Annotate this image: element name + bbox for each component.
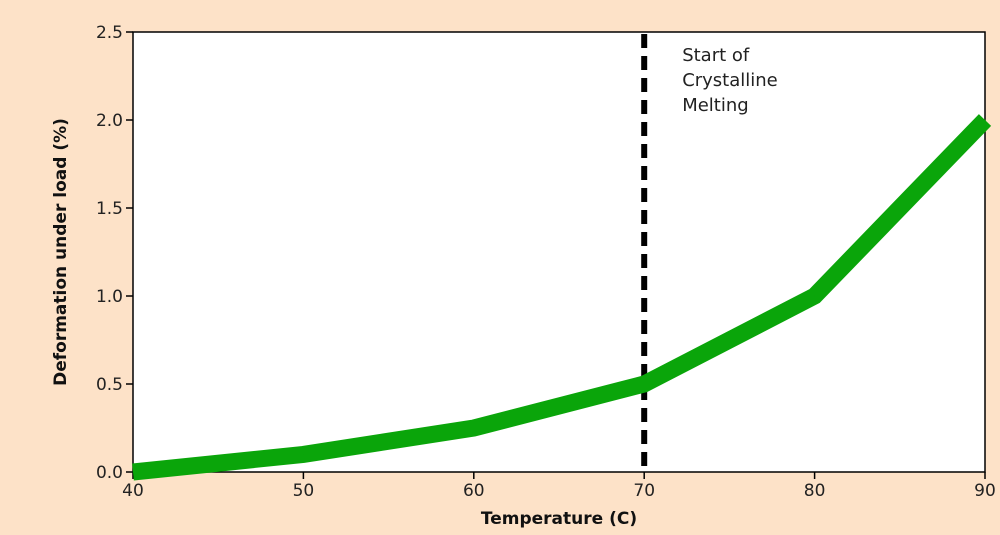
data-point (984, 119, 986, 121)
reference-annotation-line: Melting (682, 95, 749, 116)
y-tick-label: 0.5 (96, 375, 123, 395)
y-tick-label: 2.0 (96, 111, 123, 131)
x-tick-label: 80 (804, 481, 826, 501)
y-tick-label: 0.0 (96, 463, 123, 483)
reference-annotation-line: Start of (682, 45, 750, 66)
data-point (132, 471, 134, 473)
series-group (132, 114, 992, 481)
series-line (132, 114, 992, 481)
x-axis-title: Temperature (C) (481, 509, 637, 529)
x-tick-label: 50 (293, 481, 315, 501)
data-point (814, 295, 816, 297)
y-axis-title: Deformation under load (%) (51, 118, 71, 386)
y-axis-ticks: 0.0 0.5 1.0 1.5 2.0 2.5 (96, 23, 133, 483)
data-point (473, 427, 475, 429)
y-tick-label: 1.5 (96, 199, 123, 219)
x-tick-label: 70 (633, 481, 655, 501)
y-tick-label: 2.5 (96, 23, 123, 43)
y-tick-label: 1.0 (96, 287, 123, 307)
data-point (643, 383, 645, 385)
data-point (302, 453, 304, 455)
reference-line-group: Start of Crystalline Melting (641, 34, 778, 472)
x-axis-ticks: 40 50 60 70 80 90 (122, 472, 996, 501)
x-tick-label: 60 (463, 481, 485, 501)
x-tick-label: 40 (122, 481, 144, 501)
reference-annotation-line: Crystalline (682, 70, 778, 91)
x-tick-label: 90 (974, 481, 996, 501)
